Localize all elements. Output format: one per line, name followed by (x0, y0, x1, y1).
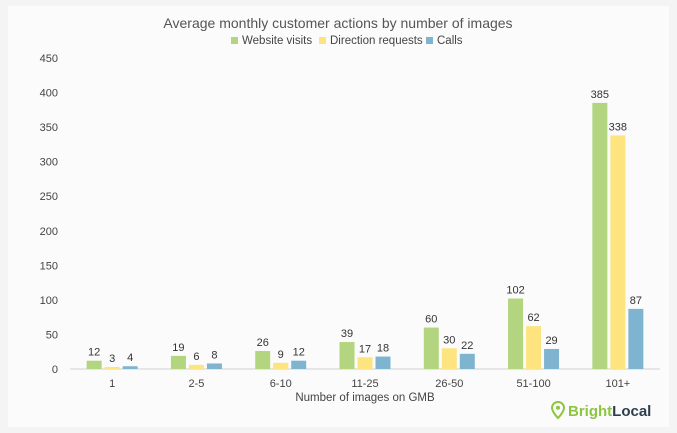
bar (375, 356, 391, 369)
legend-swatch (319, 37, 326, 44)
data-label: 8 (211, 349, 217, 361)
x-axis: 1 2-5 6-10 11-25 26-50 51-100 101+ (109, 378, 630, 390)
y-tick-label: 100 (40, 295, 58, 307)
bar (86, 360, 102, 369)
data-label: 6 (193, 351, 199, 363)
bar (441, 348, 457, 369)
data-label: 9 (278, 349, 284, 361)
bar (592, 102, 608, 369)
data-label: 385 (591, 89, 609, 101)
data-label: 12 (293, 347, 305, 359)
bar (188, 364, 204, 369)
bar-chart: Average monthly customer actions by numb… (40, 15, 660, 420)
bar (423, 327, 439, 369)
y-tick-label: 150 (40, 260, 58, 272)
bar (526, 326, 542, 369)
bar (104, 366, 120, 369)
bar (122, 366, 138, 369)
x-tick-label: 101+ (605, 378, 630, 390)
bar (544, 348, 560, 369)
chart-panel: Average monthly customer actions by numb… (8, 6, 669, 427)
bar (255, 351, 271, 369)
y-tick-label: 0 (52, 364, 58, 376)
data-label: 18 (377, 343, 389, 355)
x-tick-label: 2-5 (188, 378, 204, 390)
legend-label: Website visits (242, 35, 312, 47)
svg-text:BrightLocal: BrightLocal (568, 403, 651, 420)
data-label: 30 (443, 334, 455, 346)
data-label: 29 (545, 335, 557, 347)
y-axis: 0 50 100 150 200 250 300 350 400 450 (40, 53, 58, 376)
legend-label: Direction requests (330, 35, 423, 47)
bar (610, 135, 626, 369)
bar (206, 363, 222, 369)
x-tick-label: 1 (109, 378, 115, 390)
y-tick-label: 250 (40, 191, 58, 203)
data-label: 12 (88, 347, 100, 359)
x-tick-label: 51-100 (516, 378, 550, 390)
data-label: 3 (109, 353, 115, 365)
y-tick-label: 350 (40, 122, 58, 134)
x-tick-label: 26-50 (435, 378, 463, 390)
y-tick-label: 400 (40, 88, 58, 100)
legend-swatch (426, 37, 433, 44)
map-pin-icon (550, 400, 566, 420)
x-tick-label: 6-10 (270, 378, 292, 390)
bar (459, 353, 475, 369)
bar (273, 362, 289, 369)
legend-swatch (231, 37, 238, 44)
data-label: 17 (359, 343, 371, 355)
data-label: 22 (461, 340, 473, 352)
legend-label: Calls (437, 35, 463, 47)
bar (628, 308, 644, 369)
y-tick-label: 450 (40, 53, 58, 65)
x-axis-title: Number of images on GMB (295, 392, 435, 404)
bars: 12 3 4 19 6 8 26 9 12 39 17 18 60 30 22 102 62 29 385 338 87 (86, 89, 644, 369)
bar (508, 298, 524, 369)
bar (339, 342, 355, 369)
data-label: 26 (257, 337, 269, 349)
y-tick-label: 300 (40, 157, 58, 169)
data-label: 60 (425, 314, 437, 326)
y-tick-label: 200 (40, 226, 58, 238)
brand-logo: BrightLocal (550, 400, 651, 420)
legend: Website visits Direction requests Calls (231, 35, 463, 47)
data-label: 4 (127, 352, 133, 364)
chart-title: Average monthly customer actions by numb… (163, 15, 512, 31)
data-label: 19 (172, 342, 184, 354)
y-tick-label: 50 (46, 329, 58, 341)
brand-name-local: Local (612, 403, 651, 420)
brand-name-bright: Bright (568, 403, 612, 420)
x-tick-label: 11-25 (351, 378, 378, 390)
data-label: 338 (609, 121, 627, 133)
data-label: 87 (630, 295, 642, 307)
bar (291, 360, 307, 369)
data-label: 62 (527, 312, 539, 324)
bar (357, 357, 373, 369)
data-label: 39 (341, 328, 353, 340)
data-label: 102 (506, 285, 524, 297)
bar (170, 355, 186, 369)
